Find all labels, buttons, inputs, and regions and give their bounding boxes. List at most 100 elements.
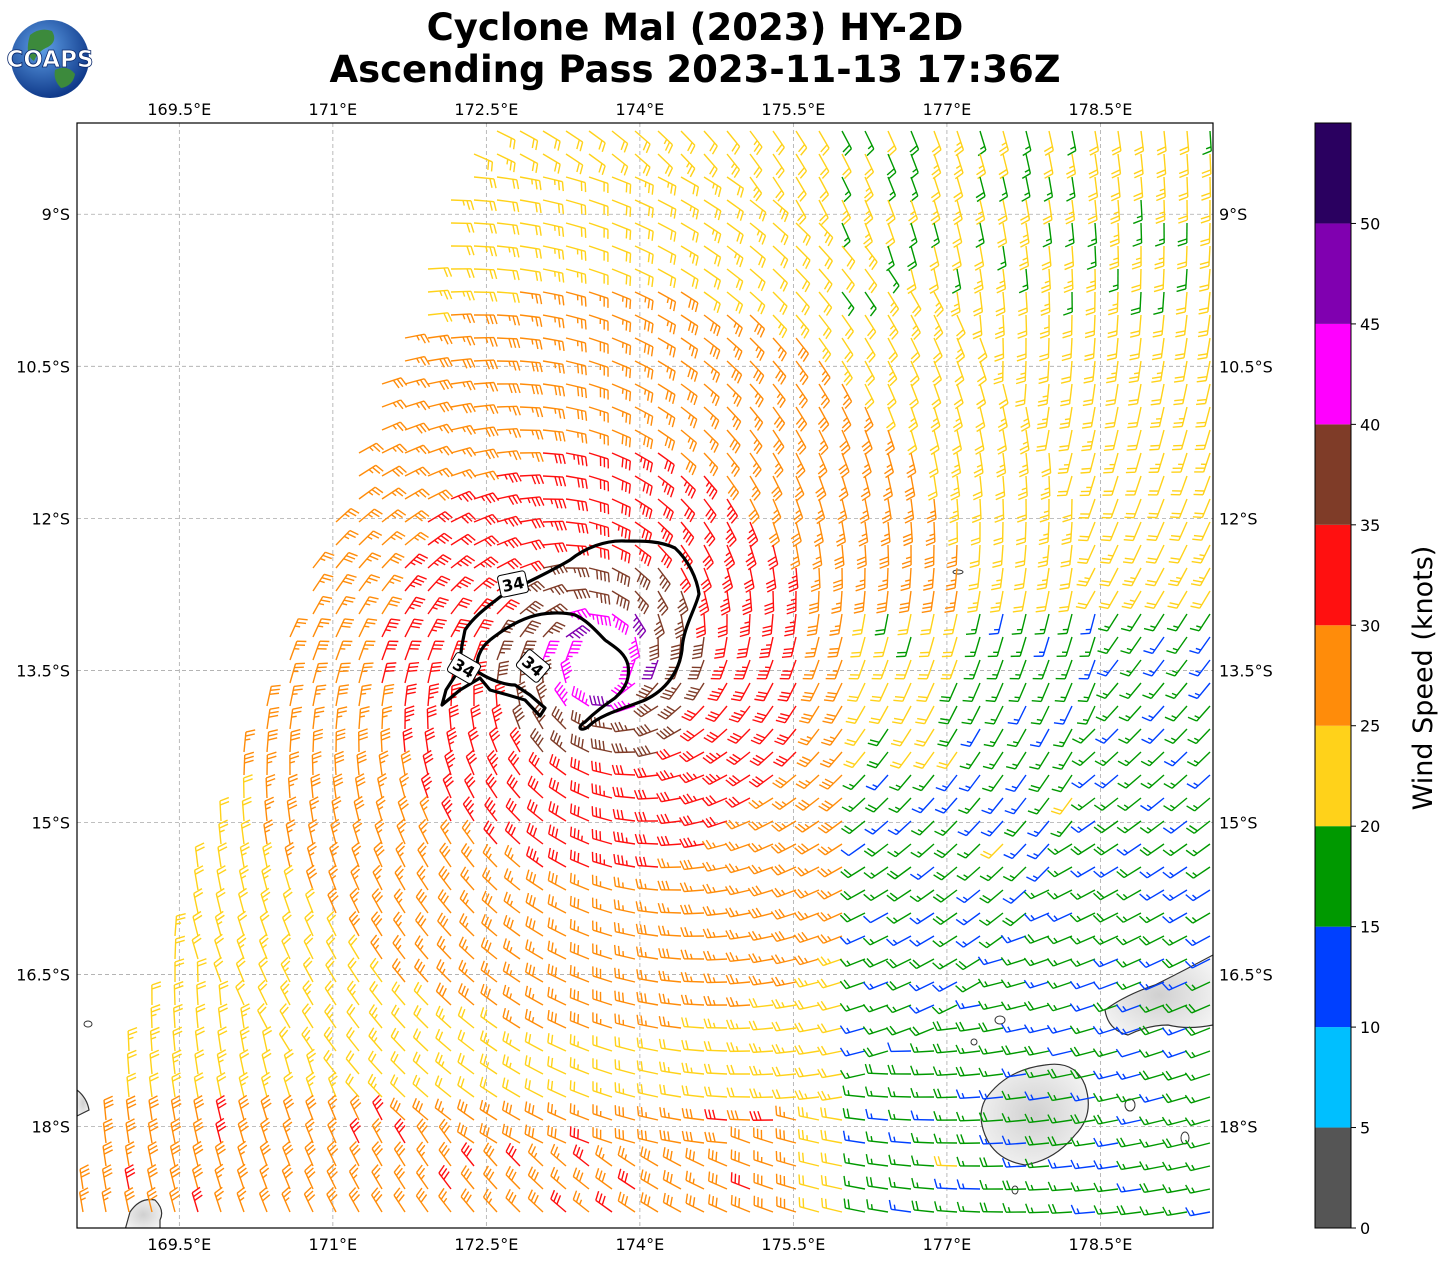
wind-barb [1016,337,1027,362]
wind-barb [588,268,609,285]
wind-barb [680,452,697,476]
wind-barb [657,222,677,242]
lat-tick-left: 12°S [31,509,70,528]
wind-barb [634,383,654,403]
wind-barb [496,222,520,235]
wind-barb [904,475,916,501]
wind-barb [358,486,384,500]
wind-barb [634,475,653,496]
wind-barb [949,498,960,524]
wind-barb [726,153,741,178]
wind-barb [565,130,584,152]
wind-barb [818,130,830,156]
wind-barb [588,383,609,400]
wind-barb [680,245,699,266]
lat-tick-left: 10.5°S [16,357,70,376]
wind-barb [818,222,834,247]
island-southwest [124,1198,163,1228]
wind-barb [725,521,737,548]
wind-barb [611,268,632,286]
wind-barb [841,360,853,386]
wind-barb [1200,199,1211,224]
wind-barb [473,222,497,234]
islet-6 [970,1038,978,1046]
wind-barb [634,452,654,473]
wind-barb [772,130,785,156]
wind-barb [680,199,699,220]
wind-barb [1147,475,1165,496]
wind-barb [749,153,763,179]
wind-barb [1202,130,1212,156]
wind-barb [1173,360,1188,383]
wind-barb [1039,498,1050,523]
title-line-2: Ascending Pass 2023-11-13 17:36Z [329,48,1060,91]
wind-barb [726,245,744,268]
wind-barb [657,199,677,219]
wind-barb [841,406,852,433]
wind-barb [749,222,767,245]
wind-barb [473,426,499,438]
colorbar-bin [1315,323,1351,425]
wind-barb [565,406,588,421]
lon-tick-top: 177°E [923,100,972,119]
wind-barb [1171,452,1188,473]
wind-barb [703,475,718,500]
wind-barb [955,337,966,364]
wind-barb [450,402,476,414]
wind-barb [1042,222,1053,248]
wind-barb [519,360,543,373]
colorbar-bin [1315,625,1351,726]
wind-barb [1155,199,1166,224]
wind-barb [450,490,477,503]
wind-barb [887,268,900,294]
wind-barb [1104,406,1119,429]
wind-barb [703,314,721,337]
lon-tick-bottom: 175.5°E [761,1235,825,1254]
wind-barb [749,130,763,156]
wind-barb [611,245,632,263]
wind-barb [473,336,498,347]
wind-barb [1078,498,1096,519]
wind-barb [726,498,739,524]
wind-barb [634,176,654,195]
wind-barb [772,153,785,179]
wind-barb [841,199,852,226]
wind-barb [703,245,722,267]
wind-barb [657,291,677,312]
wind-barb [496,383,521,394]
wind-barb [450,222,475,233]
wind-barb [565,429,588,444]
wind-barb [588,406,609,423]
wind-barb [997,245,1007,271]
wind-barb [1129,314,1142,338]
wind-barbs [78,130,1212,1217]
wind-barb [1193,475,1211,496]
wind-barb [473,268,498,280]
wind-barb [749,268,766,292]
wind-barb [1126,429,1142,451]
wind-barb [657,245,677,265]
wind-barb [864,337,876,363]
wind-barb [1133,153,1144,179]
wind-barb [887,314,899,340]
wind-barb [496,515,523,527]
wind-barb [427,312,453,323]
wind-barb [1127,383,1142,406]
wind-barb [951,268,962,294]
wind-barb [1153,291,1165,315]
wind-barb [565,475,588,489]
wind-barb [887,176,897,203]
wind-barb [1064,245,1075,271]
wind-barb [450,199,475,211]
wind-barb [1106,337,1119,361]
wind-barb [1039,337,1050,362]
wind-barb [427,511,453,523]
colorbar-ticks: 0 5 10 15 20 25 30 35 40 45 50 [1351,214,1380,1238]
wind-barb [519,222,542,236]
wind-barb [910,291,922,317]
wind-barb [1127,406,1142,429]
wind-barb [473,199,497,212]
wind-barb [994,314,1005,340]
wind-barb [1106,360,1119,384]
wind-barb [1177,222,1188,247]
